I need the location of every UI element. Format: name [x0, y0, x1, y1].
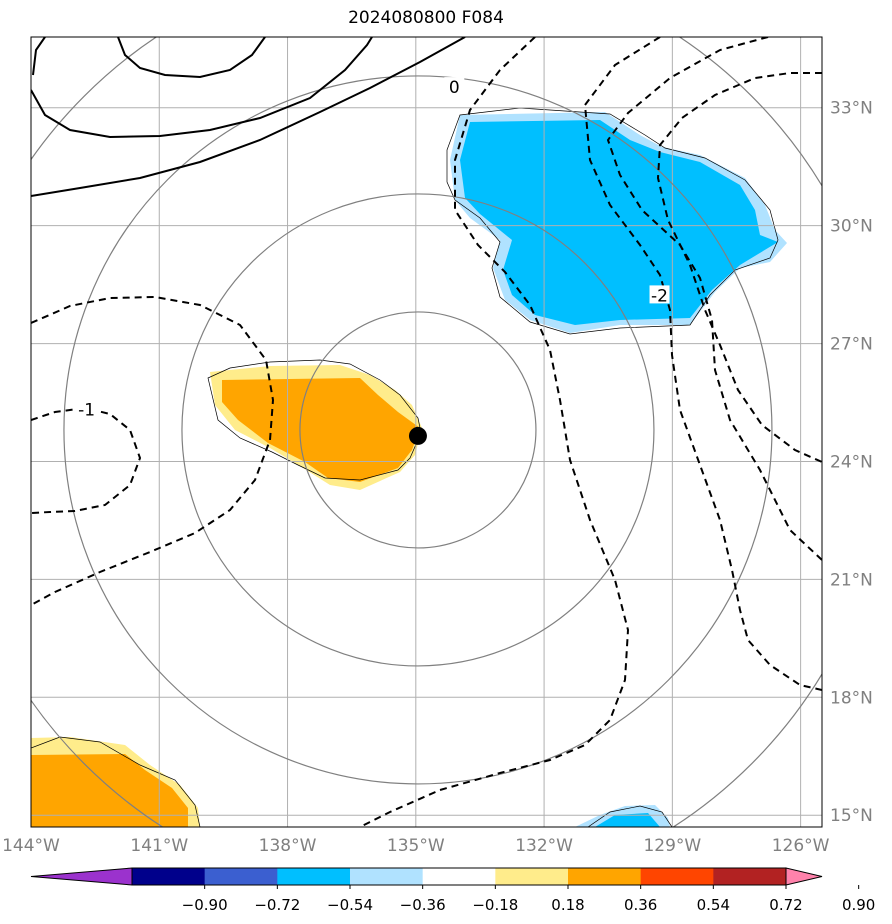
contour-dashed-west-large: [31, 295, 275, 606]
range-ring: [181, 193, 655, 667]
latitude-tick-label: 15°N: [830, 806, 873, 826]
longitude-tick-label: 135°W: [387, 836, 445, 856]
latitude-tick-label: 24°N: [830, 452, 873, 472]
anomaly-outline-south: [587, 805, 673, 827]
map-title: 2024080800 F084: [348, 8, 504, 28]
positive-anomaly-sw-core: [31, 754, 188, 827]
colorbar-outline: [131, 867, 787, 886]
contour-label-bg: [76, 399, 97, 418]
graticule: [31, 37, 822, 827]
longitude-tick-label: 138°W: [259, 836, 317, 856]
colorbar-tick-label: −0.36: [400, 896, 446, 914]
colorbar-tick-label: −0.72: [254, 896, 300, 914]
contour-label: 0: [449, 78, 460, 98]
colorbar-swatch: [277, 868, 351, 885]
range-ring: [63, 75, 773, 785]
longitude-tick-label: 126°W: [772, 836, 830, 856]
negative-anomaly-south-core: [595, 813, 660, 827]
colorbar-tick-label: 0.36: [624, 896, 657, 914]
dashed-contours: [31, 37, 822, 827]
longitude-tick-label: 132°W: [515, 836, 573, 856]
contour-solid-2: [31, 37, 373, 139]
range-ring: [299, 311, 537, 549]
latitude-tick-labels: 15°N 18°N 21°N 24°N 27°N 30°N 33°N: [830, 99, 873, 826]
latitude-tick-label: 21°N: [830, 570, 873, 590]
latitude-tick-label: 18°N: [830, 688, 873, 708]
contour-label: -2: [651, 286, 668, 306]
shaded-regions: [31, 107, 787, 827]
contour-zero: [31, 37, 466, 197]
longitude-tick-label: 144°W: [2, 836, 60, 856]
latitude-tick-label: 33°N: [830, 99, 873, 119]
map-frame: [30, 36, 823, 828]
colorbar-swatch: [640, 868, 714, 885]
colorbar-swatch: [568, 868, 642, 885]
colorbar-swatch: [713, 868, 787, 885]
contour-solid-4: [32, 37, 46, 76]
contour-dashed-e4: [656, 72, 822, 463]
latitude-tick-label: 30°N: [830, 217, 873, 237]
colorbar-tick-label: 0.90: [842, 896, 875, 914]
colorbar-extend-min: [30, 867, 133, 886]
range-rings: [31, 37, 822, 827]
colorbar-extend-max: [785, 867, 823, 886]
latitude-tick-label: 27°N: [830, 335, 873, 355]
contour-dashed-minus2: [359, 37, 630, 827]
colorbar-tick-label: 0.18: [551, 896, 584, 914]
colorbar-swatch: [204, 868, 278, 885]
colorbar-tick-label: −0.54: [327, 896, 373, 914]
negative-anomaly-core: [460, 120, 778, 325]
contour-label-bg: [649, 285, 670, 304]
anomaly-outline-ne: [446, 107, 779, 335]
contour-labels: 0 -1 -2: [76, 77, 670, 420]
contour-solid-3: [117, 37, 266, 79]
solid-contours: [31, 37, 466, 197]
colorbar-swatch: [495, 868, 569, 885]
storm-center-marker: [408, 426, 427, 445]
colorbar-swatch: [132, 868, 206, 885]
colorbar-tick-label: 0.54: [697, 896, 730, 914]
longitude-tick-label: 129°W: [643, 836, 701, 856]
longitude-tick-label: 141°W: [130, 836, 188, 856]
colorbar-tick-label: 0.72: [769, 896, 802, 914]
positive-anomaly-core: [222, 378, 420, 482]
longitude-tick-labels: 144°W 141°W 138°W 135°W 132°W 129°W 126°W: [2, 836, 830, 856]
colorbar-swatch: [422, 868, 496, 885]
contour-label: -1: [78, 400, 95, 420]
contour-dashed-e2: [583, 37, 822, 691]
colorbar-tick-label: −0.18: [472, 896, 518, 914]
colorbar-tick-label: −0.90: [182, 896, 228, 914]
colorbar-swatch: [350, 868, 424, 885]
contour-label-bg: [444, 77, 465, 96]
contour-dashed-west-closed: [31, 406, 142, 514]
colorbar: −0.90 −0.72 −0.54 −0.36 −0.18 0.18 0.36 0.54 0.7…: [30, 867, 875, 914]
